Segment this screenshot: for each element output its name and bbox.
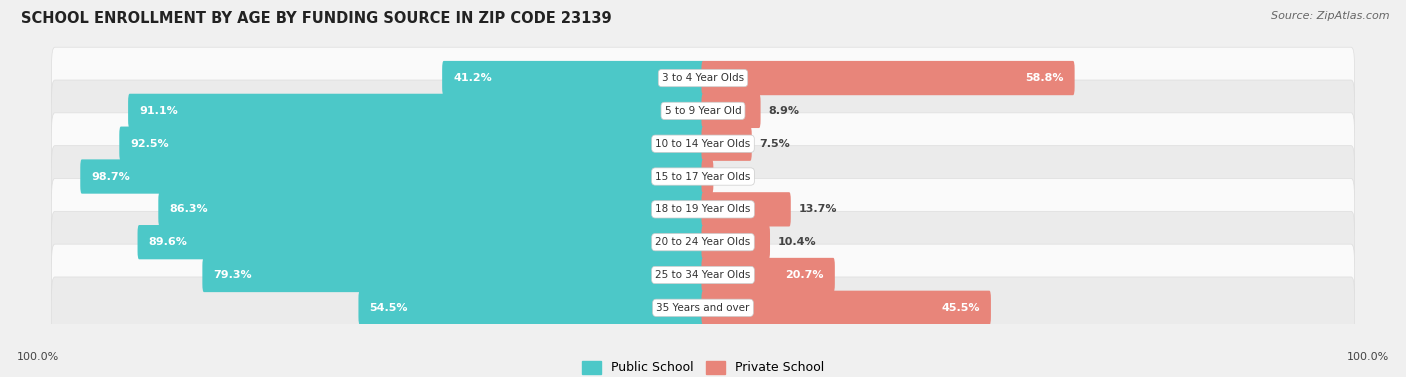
Text: 13.7%: 13.7% — [799, 204, 837, 215]
FancyBboxPatch shape — [702, 94, 761, 128]
FancyBboxPatch shape — [702, 159, 713, 194]
Text: 91.1%: 91.1% — [139, 106, 177, 116]
Text: 10 to 14 Year Olds: 10 to 14 Year Olds — [655, 139, 751, 149]
Text: 41.2%: 41.2% — [453, 73, 492, 83]
FancyBboxPatch shape — [138, 225, 704, 259]
Text: 35 Years and over: 35 Years and over — [657, 303, 749, 313]
FancyBboxPatch shape — [52, 146, 1354, 207]
FancyBboxPatch shape — [441, 61, 704, 95]
FancyBboxPatch shape — [702, 291, 991, 325]
FancyBboxPatch shape — [702, 258, 835, 292]
Text: 45.5%: 45.5% — [942, 303, 980, 313]
Text: 54.5%: 54.5% — [370, 303, 408, 313]
Text: 3 to 4 Year Olds: 3 to 4 Year Olds — [662, 73, 744, 83]
FancyBboxPatch shape — [359, 291, 704, 325]
Text: Source: ZipAtlas.com: Source: ZipAtlas.com — [1271, 11, 1389, 21]
FancyBboxPatch shape — [702, 127, 752, 161]
Text: SCHOOL ENROLLMENT BY AGE BY FUNDING SOURCE IN ZIP CODE 23139: SCHOOL ENROLLMENT BY AGE BY FUNDING SOUR… — [21, 11, 612, 26]
Text: 5 to 9 Year Old: 5 to 9 Year Old — [665, 106, 741, 116]
Text: 98.7%: 98.7% — [91, 172, 129, 181]
Text: 20 to 24 Year Olds: 20 to 24 Year Olds — [655, 237, 751, 247]
FancyBboxPatch shape — [702, 192, 790, 227]
FancyBboxPatch shape — [52, 211, 1354, 273]
FancyBboxPatch shape — [120, 127, 704, 161]
FancyBboxPatch shape — [159, 192, 704, 227]
Text: 89.6%: 89.6% — [149, 237, 187, 247]
Text: 100.0%: 100.0% — [17, 352, 59, 362]
Text: 20.7%: 20.7% — [786, 270, 824, 280]
FancyBboxPatch shape — [80, 159, 704, 194]
FancyBboxPatch shape — [52, 113, 1354, 175]
FancyBboxPatch shape — [52, 80, 1354, 142]
Text: 58.8%: 58.8% — [1025, 73, 1063, 83]
Legend: Public School, Private School: Public School, Private School — [576, 356, 830, 377]
Text: 18 to 19 Year Olds: 18 to 19 Year Olds — [655, 204, 751, 215]
Text: 15 to 17 Year Olds: 15 to 17 Year Olds — [655, 172, 751, 181]
FancyBboxPatch shape — [202, 258, 704, 292]
Text: 79.3%: 79.3% — [214, 270, 252, 280]
FancyBboxPatch shape — [128, 94, 704, 128]
Text: 25 to 34 Year Olds: 25 to 34 Year Olds — [655, 270, 751, 280]
FancyBboxPatch shape — [52, 244, 1354, 306]
Text: 86.3%: 86.3% — [169, 204, 208, 215]
FancyBboxPatch shape — [52, 178, 1354, 240]
Text: 1.4%: 1.4% — [721, 172, 752, 181]
Text: 8.9%: 8.9% — [769, 106, 800, 116]
FancyBboxPatch shape — [702, 61, 1074, 95]
Text: 100.0%: 100.0% — [1347, 352, 1389, 362]
Text: 7.5%: 7.5% — [759, 139, 790, 149]
FancyBboxPatch shape — [52, 47, 1354, 109]
FancyBboxPatch shape — [702, 225, 770, 259]
Text: 92.5%: 92.5% — [131, 139, 169, 149]
Text: 10.4%: 10.4% — [778, 237, 817, 247]
FancyBboxPatch shape — [52, 277, 1354, 339]
